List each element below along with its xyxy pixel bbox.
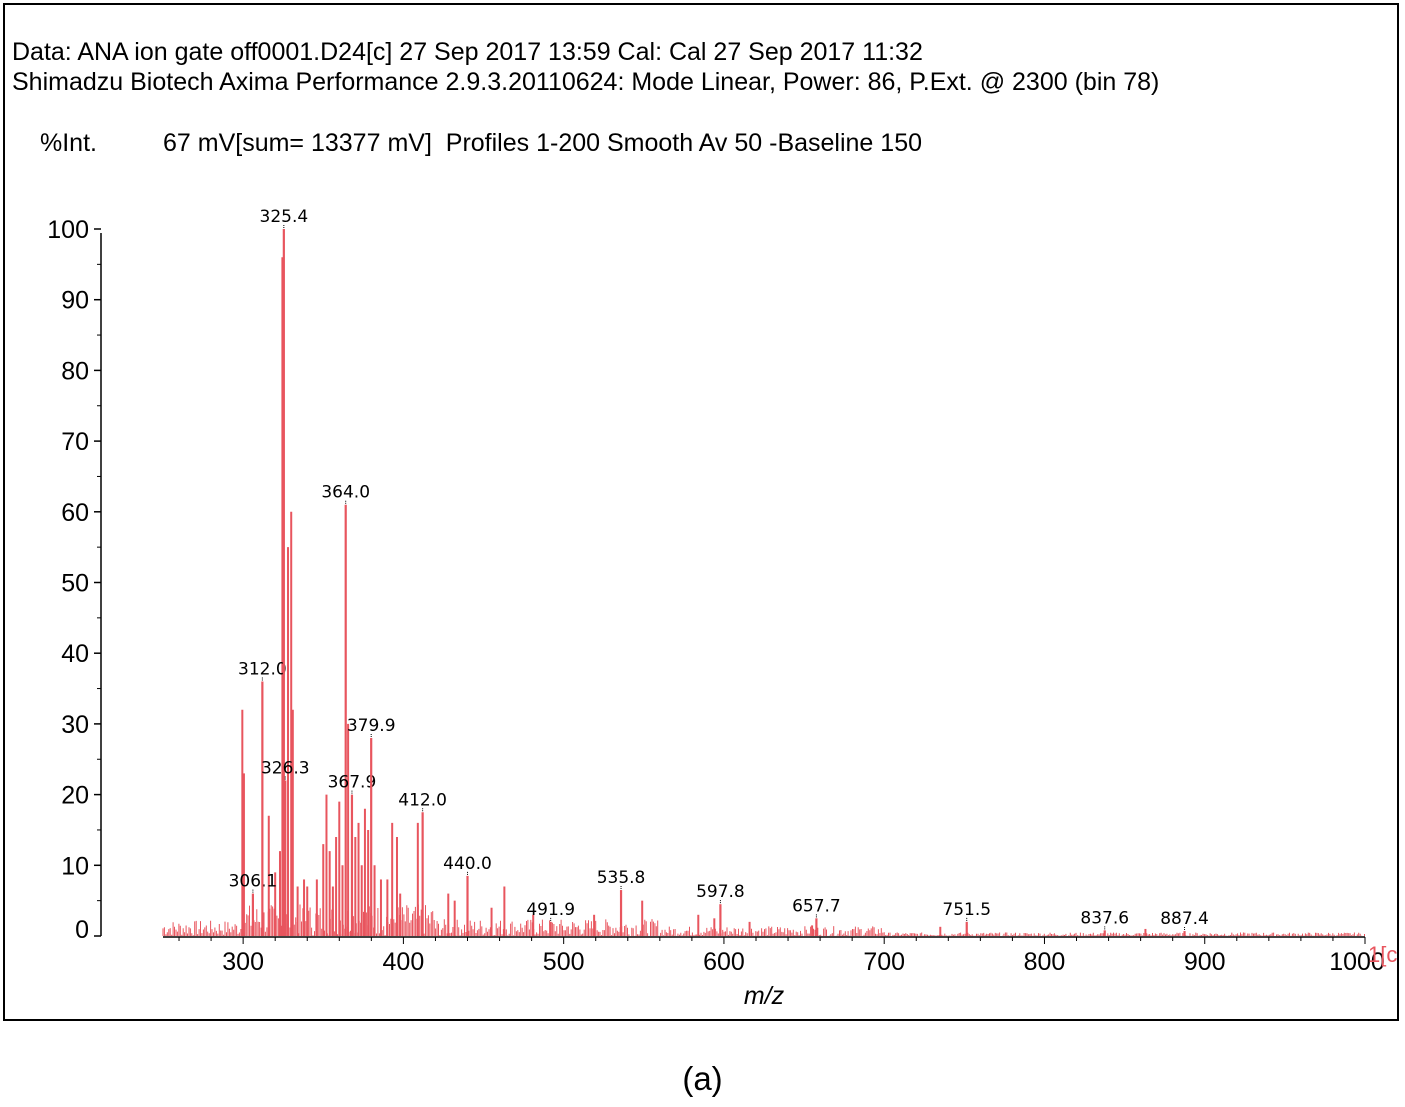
peak-label: 751.5 [942,900,991,920]
spectrum-frame [3,3,1399,1021]
data-file-info: Data: ANA ion gate off0001.D24[c] 27 Sep… [12,38,923,66]
y-tick-label: 80 [61,357,89,385]
figure-caption: (a) [682,1060,723,1097]
peak-label: 657.7 [792,896,841,916]
peak-label: 325.4 [260,207,309,227]
y-tick-label: 10 [61,852,89,880]
peak-label: 367.9 [328,773,377,793]
spectrum-noise [162,904,1365,936]
x-tick-label: 400 [383,948,425,976]
y-tick-label: 0 [75,916,89,944]
x-tick-label: 300 [222,948,264,976]
instrument-info: Shimadzu Biotech Axima Performance 2.9.3… [12,68,1160,96]
y-tick-label: 30 [61,711,89,739]
peak-label: 440.0 [443,854,492,874]
y-tick-label: 70 [61,428,89,456]
y-axis-unit-label: %Int. [40,129,97,157]
peak-label: 312.0 [238,659,287,679]
x-tick-label: 500 [543,948,585,976]
mass-spectrum-chart: 0 10 20 30 40 50 60 70 80 90 100 300 400 500 600 700 800… [47,207,1397,1010]
y-tick-label: 20 [61,782,89,810]
x-tick-label: 900 [1184,948,1226,976]
y-tick-label: 50 [61,570,89,598]
peak-label: 326.3 [261,758,310,778]
peak-label: 379.9 [347,716,396,736]
peak-label: 837.6 [1080,908,1129,928]
y-tick-label: 40 [61,640,89,668]
peak-label: 597.8 [696,882,745,902]
peak-label: 306.1 [229,872,278,892]
scan-info: 67 mV[sum= 13377 mV] Profiles 1-200 Smoo… [163,129,922,157]
peak-label: 491.9 [526,900,575,920]
x-tick-label: 1000 [1329,948,1385,976]
peak-label: 887.4 [1160,909,1209,929]
peak-label: 364.0 [321,483,370,503]
trace-label: 1[c [1368,942,1397,967]
x-axis-label: m/z [744,982,785,1010]
peak-label: 412.0 [398,790,447,810]
x-tick-label: 800 [1024,948,1066,976]
y-tick-label: 60 [61,499,89,527]
y-tick-label: 100 [47,216,89,244]
noise-trace [162,904,1365,936]
x-tick-label: 700 [863,948,905,976]
x-tick-label: 600 [703,948,745,976]
peak-label: 535.8 [597,868,646,888]
y-tick-label: 90 [61,287,89,315]
